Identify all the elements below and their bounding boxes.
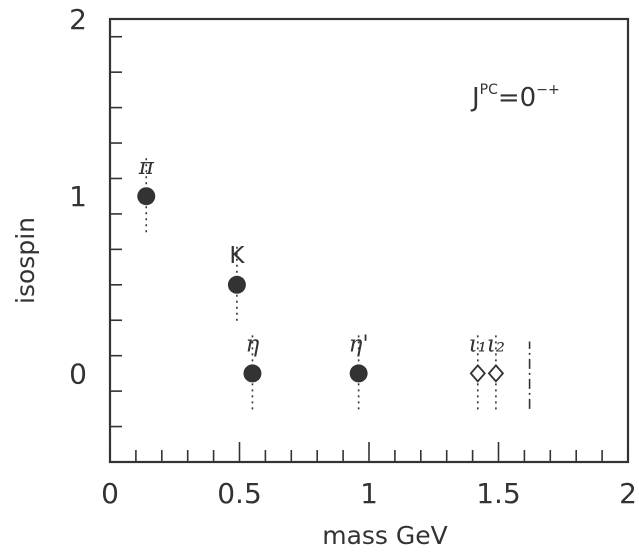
point-label: η' (349, 331, 369, 357)
jpc-sup2: −+ (536, 82, 559, 98)
point-label: η (246, 331, 260, 357)
point-label: ι₂ (487, 331, 505, 357)
x-tick-label: 1.5 (476, 477, 521, 510)
point-marker (349, 364, 368, 383)
axis-ticks: 0 0.5 1 1.5 2 0 1 2 (69, 3, 637, 510)
jpc-base: J (470, 83, 480, 113)
data-points (137, 158, 505, 412)
x-tick-label: 1 (360, 477, 378, 510)
y-axis-title: isospin (11, 217, 40, 304)
x-tick-label: 2 (619, 477, 637, 510)
point-labels: π Kη η' ι₁ ι₂ (138, 154, 505, 357)
point-marker (137, 187, 156, 206)
point-marker (243, 364, 262, 383)
x-tick-label: 0.5 (217, 477, 262, 510)
x-axis-title: mass GeV (322, 521, 448, 550)
point-marker-open (487, 364, 505, 383)
point-label: K (229, 243, 245, 269)
point-label: ι₁ (469, 331, 487, 357)
x-tick-label: 0 (101, 477, 119, 510)
point-marker-open (469, 364, 486, 383)
jpc-eq: =0 (498, 83, 536, 113)
y-tick-label: 1 (69, 180, 87, 213)
point-label: π (138, 154, 155, 180)
y-tick-label: 0 (69, 357, 87, 390)
jpc-sup: PC (480, 82, 498, 98)
y-tick-label: 2 (69, 3, 87, 36)
jpc-annotation: JPC=0−+ (470, 82, 560, 113)
point-marker (227, 275, 246, 294)
